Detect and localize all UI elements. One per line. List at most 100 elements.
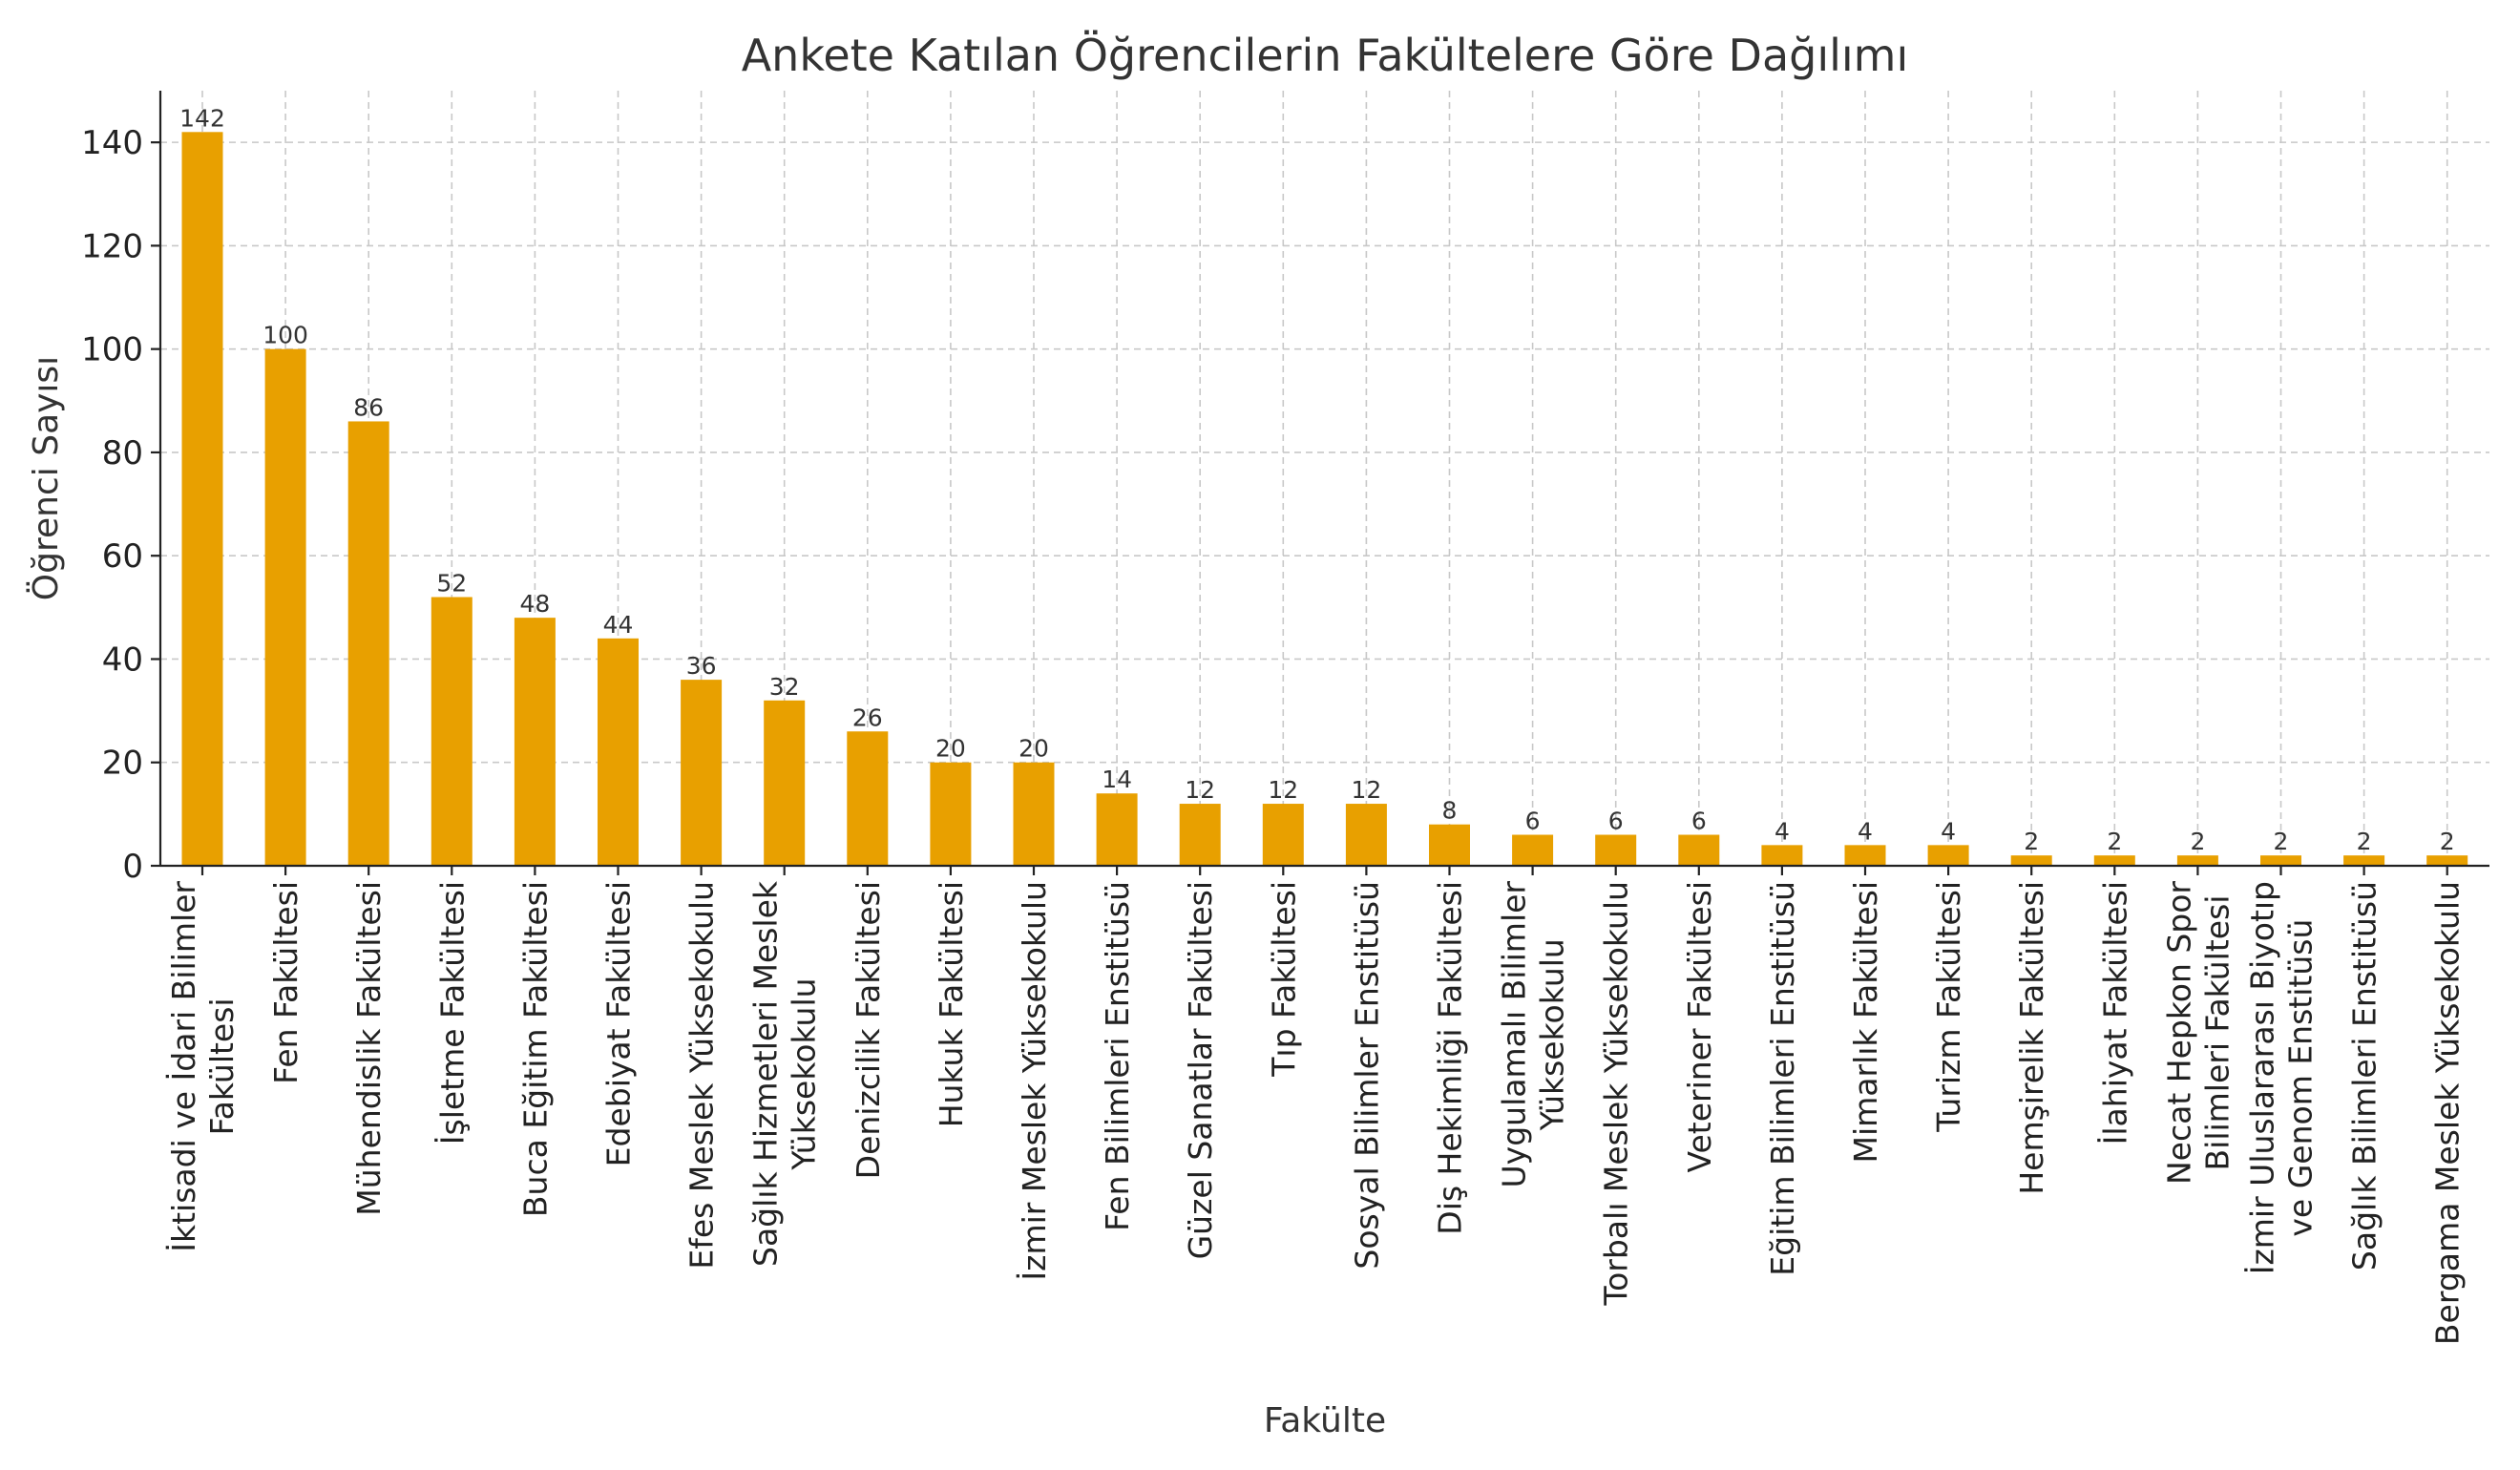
x-tick-label-group: İktisadi ve İdari Bilimler Fakültesi bbox=[165, 881, 241, 1252]
bar bbox=[1512, 834, 1554, 866]
x-tick-label-group: Fen Fakültesi bbox=[267, 881, 304, 1084]
x-tick-label: Fen Fakültesi bbox=[267, 881, 304, 1084]
bar bbox=[264, 348, 306, 867]
bar bbox=[1429, 824, 1470, 866]
x-tick-label: Necat Hepkon Spor bbox=[2160, 881, 2197, 1185]
bar bbox=[1013, 762, 1055, 866]
x-ticks: İktisadi ve İdari Bilimler Fakültesi Fen F… bbox=[165, 866, 2467, 1345]
y-axis-title: Öğrenci Sayısı bbox=[26, 356, 66, 600]
x-tick-label: Hukuk Fakültesi bbox=[933, 881, 970, 1127]
bar-value-label: 52 bbox=[436, 570, 467, 598]
x-tick-label-group: Mühendislik Fakültesi bbox=[350, 881, 388, 1216]
bar bbox=[430, 597, 472, 866]
x-tick-label-group: Güzel Sanatlar Fakültesi bbox=[1182, 881, 1219, 1259]
bar bbox=[1096, 793, 1138, 866]
bar-value-label: 36 bbox=[686, 652, 717, 680]
grid-lines bbox=[160, 91, 2489, 866]
bar bbox=[598, 638, 639, 866]
bar bbox=[1678, 834, 1720, 866]
y-tick-label: 80 bbox=[102, 434, 143, 472]
x-tick-label-group: Torbalı Meslek Yüksekokulu bbox=[1598, 881, 1635, 1306]
x-tick-label: Bilimleri Fakültesi bbox=[2198, 895, 2236, 1171]
bar-value-label: 100 bbox=[262, 322, 308, 349]
bar-value-label: 2 bbox=[2107, 828, 2122, 855]
bar bbox=[181, 132, 223, 867]
x-tick-label: Turizm Fakültesi bbox=[1930, 881, 1967, 1133]
x-tick-label-group: Sağlık Hizmetleri Meslek Yüksekokulu bbox=[747, 880, 823, 1267]
bar-value-label: 48 bbox=[519, 590, 550, 618]
x-tick-label: ve Genom Enstitüsü bbox=[2282, 919, 2320, 1237]
x-tick-label: Denizcilik Fakültesi bbox=[850, 881, 887, 1179]
x-tick-label: Buca Eğitim Fakültesi bbox=[516, 881, 554, 1217]
x-tick-label-group: İzmir Uluslararası Biyotıp ve Genom Ensti… bbox=[2244, 881, 2320, 1274]
x-tick-label: Mimarlık Fakültesi bbox=[1847, 881, 1884, 1163]
bar-value-label: 6 bbox=[1691, 808, 1707, 835]
bar bbox=[347, 421, 389, 866]
bar-value-label: 4 bbox=[1941, 817, 1956, 845]
x-tick-label-group: Fen Bilimleri Enstitüsü bbox=[1099, 881, 1136, 1231]
x-tick-label: Tıp Fakültesi bbox=[1265, 881, 1302, 1078]
bar bbox=[1179, 804, 1221, 866]
x-tick-label: Efes Meslek Yüksekokulu bbox=[683, 881, 721, 1270]
bar-value-label: 20 bbox=[935, 735, 966, 763]
bar-value-label: 2 bbox=[2274, 828, 2289, 855]
bar-value-label: 6 bbox=[1608, 808, 1624, 835]
bar-value-label: 2 bbox=[2024, 828, 2039, 855]
x-tick-label: Yüksekokulu bbox=[786, 977, 823, 1170]
bar-value-label: 142 bbox=[179, 104, 225, 132]
x-tick-label: Veteriner Fakültesi bbox=[1681, 881, 1718, 1173]
y-tick-label: 60 bbox=[102, 537, 143, 576]
x-tick-label-group: Diş Hekimliği Fakültesi bbox=[1432, 881, 1469, 1235]
y-tick-label: 20 bbox=[102, 745, 143, 783]
bar-value-label: 2 bbox=[2357, 828, 2372, 855]
x-tick-label: Sosyal Bilimler Enstitüsü bbox=[1348, 881, 1385, 1270]
x-tick-label: Diş Hekimliği Fakültesi bbox=[1432, 881, 1469, 1235]
bar-value-label: 8 bbox=[1442, 797, 1458, 825]
x-tick-label: İzmir Uluslararası Biyotıp bbox=[2244, 881, 2281, 1274]
bar-value-label: 44 bbox=[603, 611, 634, 639]
x-tick-label: İlahiyat Fakültesi bbox=[2096, 881, 2133, 1144]
x-tick-label-group: Tıp Fakültesi bbox=[1265, 881, 1302, 1078]
x-tick-label: İzmir Meslek Yüksekokulu bbox=[1016, 881, 1053, 1281]
bar bbox=[1345, 804, 1387, 866]
bar bbox=[1761, 845, 1803, 866]
bar-value-label: 20 bbox=[1018, 735, 1049, 763]
x-tick-label-group: Mimarlık Fakültesi bbox=[1847, 881, 1884, 1163]
x-tick-label: Sağlık Bilimleri Enstitüsü bbox=[2346, 881, 2384, 1270]
x-tick-label-group: Efes Meslek Yüksekokulu bbox=[683, 881, 721, 1270]
x-tick-label-group: İzmir Meslek Yüksekokulu bbox=[1016, 881, 1053, 1281]
x-tick-label-group: Sosyal Bilimler Enstitüsü bbox=[1348, 881, 1385, 1270]
bar-value-label: 86 bbox=[353, 393, 384, 421]
bar bbox=[2010, 855, 2052, 866]
bar-value-label: 12 bbox=[1185, 776, 1215, 804]
bar-value-label: 2 bbox=[2190, 828, 2205, 855]
bar bbox=[2260, 855, 2301, 866]
bars bbox=[181, 132, 2468, 867]
bar bbox=[2093, 855, 2135, 866]
x-tick-label-group: İlahiyat Fakültesi bbox=[2096, 881, 2133, 1144]
x-tick-label-group: Uygulamalı Bilimler Yüksekokulu bbox=[1496, 881, 1571, 1188]
x-axis-title: Fakülte bbox=[1264, 1401, 1386, 1440]
y-tick-label: 120 bbox=[81, 227, 143, 265]
x-tick-label-group: Bergama Meslek Yüksekokulu bbox=[2429, 881, 2467, 1345]
x-tick-label-group: Eğitim Bilimleri Enstitüsü bbox=[1764, 881, 1801, 1276]
y-tick-label: 40 bbox=[102, 640, 143, 679]
x-tick-label: Hemşirelik Fakültesi bbox=[2013, 881, 2050, 1195]
chart-title: Ankete Katılan Öğrencilerin Fakültelere … bbox=[742, 30, 1909, 81]
bar-value-label: 6 bbox=[1525, 808, 1541, 835]
x-tick-label: Edebiyat Fakültesi bbox=[600, 881, 638, 1166]
x-tick-label: Güzel Sanatlar Fakültesi bbox=[1182, 881, 1219, 1259]
bar-value-label: 32 bbox=[769, 673, 800, 701]
x-tick-label: Fen Bilimleri Enstitüsü bbox=[1099, 881, 1136, 1231]
x-tick-label: İşletme Fakültesi bbox=[433, 881, 471, 1144]
bar bbox=[1262, 804, 1304, 866]
bar bbox=[930, 762, 972, 866]
axes bbox=[158, 91, 2489, 868]
x-tick-label: Uygulamalı Bilimler bbox=[1496, 881, 1533, 1188]
bar bbox=[2176, 855, 2218, 866]
y-tick-label: 0 bbox=[122, 848, 143, 886]
x-tick-label-group: İşletme Fakültesi bbox=[433, 881, 471, 1144]
y-tick-label: 100 bbox=[81, 331, 143, 369]
bar-value-label: 4 bbox=[1858, 817, 1873, 845]
